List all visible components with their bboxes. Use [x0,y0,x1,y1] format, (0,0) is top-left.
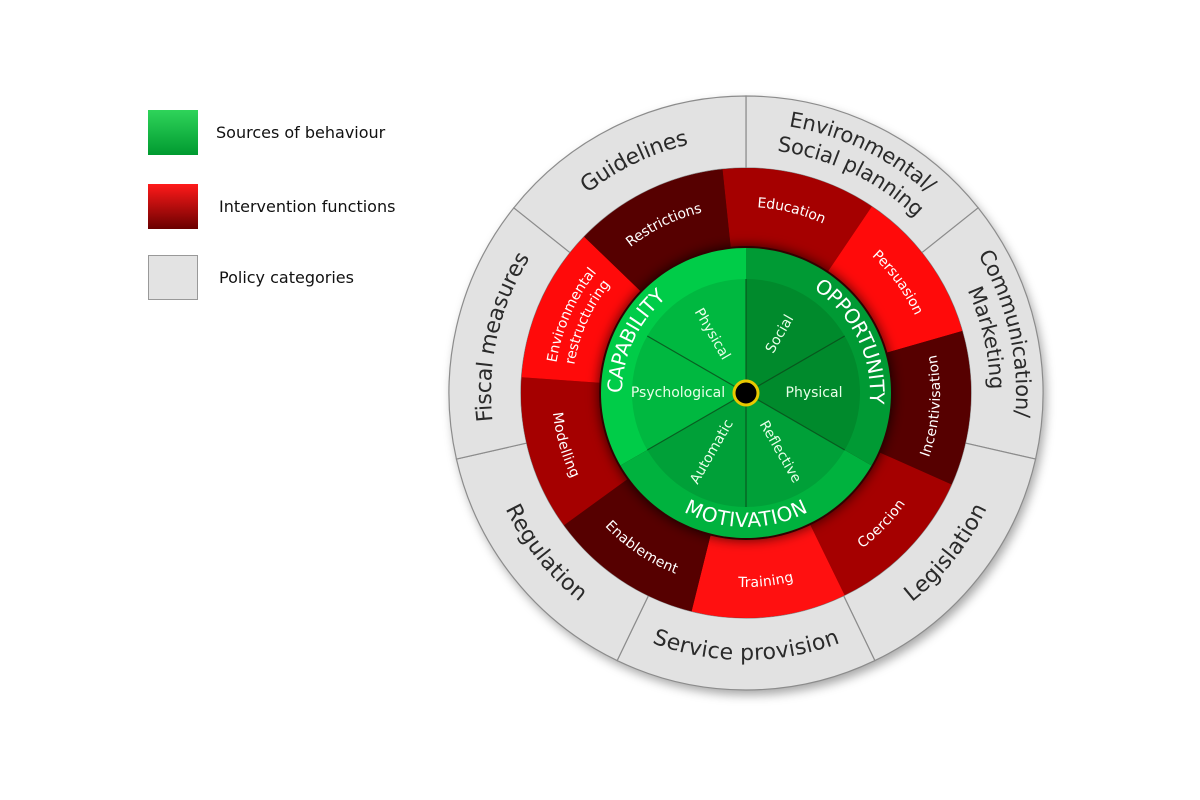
intervention-segment-restrictions [584,169,731,293]
component-divider [646,392,747,451]
legend-item-sources: Sources of behaviour [148,110,385,155]
component-divider [646,335,747,394]
intervention-segment-persuasion [827,206,963,354]
legend-item-interventions: Intervention functions [148,184,395,229]
component-label: Psychological [631,385,725,401]
intervention-segment-training [691,523,845,618]
legend-swatch-green [148,110,198,155]
intervention-segment-enablement [563,478,711,612]
component-divider [745,392,846,451]
legend-label: Sources of behaviour [216,123,386,142]
legend-item-policy: Policy categories [148,255,354,300]
legend-label: Intervention functions [219,197,396,216]
center-hub [732,379,760,407]
legend-label: Policy categories [219,268,354,287]
component-label: Physical [786,385,843,401]
intervention-segment-incentivisation [878,330,971,485]
source-inner-opportunity [746,279,860,450]
component-divider [745,335,846,394]
intervention-segment-education [722,168,872,273]
source-inner-capability [632,279,746,450]
legend-swatch-red [148,184,198,229]
legend-swatch-grey [148,255,198,300]
intervention-segment-environmental-restructuring [521,236,642,383]
intervention-segment-coercion [809,451,952,596]
